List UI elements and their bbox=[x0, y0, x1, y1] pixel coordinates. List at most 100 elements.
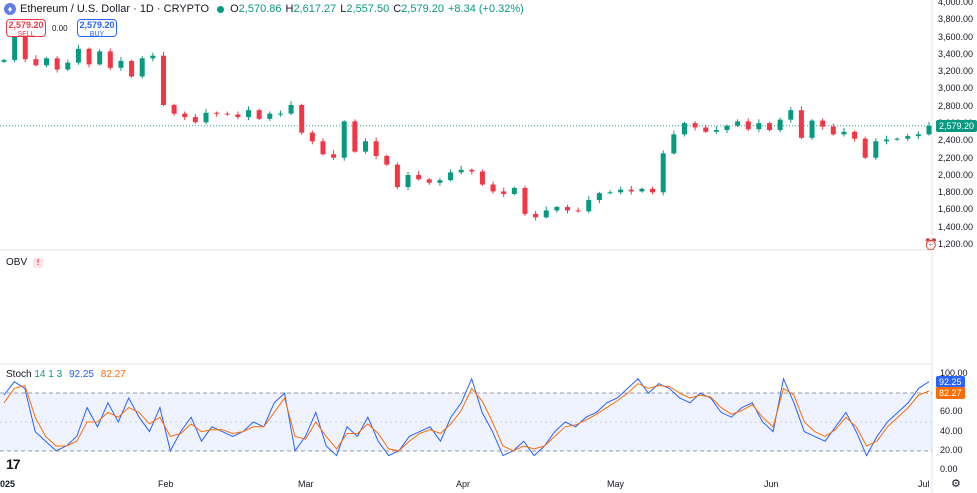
candle-body bbox=[852, 131, 858, 139]
candle-body bbox=[267, 113, 273, 119]
candle-body bbox=[139, 58, 145, 77]
candle-body bbox=[820, 120, 826, 127]
candle-body bbox=[639, 188, 645, 192]
candle-body bbox=[905, 136, 911, 139]
buy-price: 2,579.20 bbox=[79, 20, 115, 30]
candle-body bbox=[926, 125, 932, 135]
candle-body bbox=[299, 104, 305, 133]
price-axis-label: 4,000.00 bbox=[938, 0, 974, 7]
candle-body bbox=[331, 154, 337, 158]
candle-body bbox=[437, 180, 443, 183]
market-status-dot bbox=[217, 5, 225, 13]
candle-body bbox=[214, 112, 220, 114]
price-axis-label: 1,600.00 bbox=[938, 204, 974, 215]
time-axis-label: Feb bbox=[158, 479, 174, 489]
price-axis-label: 3,400.00 bbox=[938, 48, 974, 59]
candle-body bbox=[12, 35, 18, 61]
candle-body bbox=[33, 59, 39, 66]
candle-body bbox=[777, 119, 783, 131]
candle-body bbox=[309, 132, 315, 142]
stoch-axis-label: 100.00 bbox=[940, 368, 968, 378]
candle-body bbox=[224, 113, 230, 115]
candle-body bbox=[150, 55, 156, 59]
ohlc-close-value: 2,579.20 bbox=[401, 3, 444, 15]
ohlc-low-value: 2,557.50 bbox=[346, 3, 390, 15]
candle-body bbox=[384, 155, 390, 165]
tradingview-logo[interactable]: 17 bbox=[6, 456, 21, 472]
candle-body bbox=[426, 179, 432, 183]
buy-label: BUY bbox=[89, 31, 105, 38]
candle-body bbox=[554, 206, 560, 211]
price-axis-label: 2,400.00 bbox=[938, 135, 974, 146]
candle-body bbox=[160, 55, 166, 105]
stoch-axis-label: 60.00 bbox=[940, 406, 963, 417]
candle-body bbox=[235, 114, 241, 118]
ohlc-open-label: O bbox=[230, 3, 239, 15]
sell-button[interactable]: 2,579.20 SELL bbox=[6, 19, 46, 38]
candle-body bbox=[341, 121, 347, 158]
candle-body bbox=[575, 210, 581, 212]
sell-price: 2,579.20 bbox=[8, 20, 44, 30]
candle-body bbox=[65, 62, 71, 70]
candle-body bbox=[650, 188, 656, 193]
ohlc-high-label: H bbox=[285, 3, 294, 15]
candle-body bbox=[107, 51, 113, 68]
stoch-axis-label: 40.00 bbox=[940, 425, 963, 436]
symbol-header[interactable]: ♦ Ethereum / U.S. Dollar · 1D · CRYPTO O… bbox=[4, 3, 528, 15]
stoch-k-line bbox=[3, 377, 930, 457]
price-change: +8.34 (+0.32%) bbox=[448, 3, 524, 15]
time-axis-label: 025 bbox=[0, 479, 16, 489]
candle-body bbox=[894, 138, 900, 140]
candle-body bbox=[182, 113, 188, 118]
time-axis-label: May bbox=[607, 479, 625, 489]
candle-body bbox=[288, 104, 294, 114]
obv-legend[interactable]: OBV ! bbox=[6, 257, 44, 268]
stoch-label: Stoch bbox=[6, 369, 32, 380]
candle-body bbox=[681, 123, 687, 135]
candle-body bbox=[596, 193, 602, 201]
candle-body bbox=[713, 130, 719, 132]
candle-body bbox=[1, 60, 7, 62]
candle-body bbox=[522, 187, 528, 214]
stoch-legend[interactable]: Stoch 14 1 3 92.25 82.27 bbox=[6, 369, 126, 380]
price-axis-label: 3,200.00 bbox=[938, 66, 974, 77]
candle-body bbox=[767, 123, 773, 131]
candle-body bbox=[97, 51, 103, 65]
candle-body bbox=[607, 192, 613, 194]
candle-body bbox=[724, 125, 730, 131]
price-axis-label: 2,200.00 bbox=[938, 152, 974, 163]
candle-body bbox=[628, 189, 634, 192]
candle-body bbox=[171, 104, 177, 114]
ethereum-icon: ♦ bbox=[4, 3, 16, 15]
candle-body bbox=[277, 113, 283, 115]
stoch-axis-label: 20.00 bbox=[940, 444, 963, 455]
candle-body bbox=[660, 153, 666, 193]
alert-icon[interactable]: ⏰ bbox=[924, 239, 938, 251]
time-axis-label: Apr bbox=[456, 479, 471, 489]
candle-body bbox=[75, 48, 81, 63]
candle-body bbox=[841, 131, 847, 135]
warning-icon[interactable]: ! bbox=[33, 257, 44, 268]
candle-body bbox=[352, 121, 358, 152]
candle-body bbox=[448, 172, 454, 181]
candle-body bbox=[565, 206, 571, 211]
time-axis-label: Mar bbox=[298, 479, 314, 489]
candle-body bbox=[405, 174, 411, 188]
stoch-k-tag: 92.25 bbox=[936, 376, 965, 388]
stoch-d-value: 82.27 bbox=[100, 369, 126, 380]
candle-body bbox=[416, 174, 422, 180]
candle-body bbox=[873, 141, 879, 158]
candle-body bbox=[246, 110, 252, 118]
ohlc-close-label: C bbox=[393, 3, 402, 15]
buy-button[interactable]: 2,579.20 BUY bbox=[77, 19, 117, 38]
candle-body bbox=[394, 164, 400, 188]
price-axis-label: 3,000.00 bbox=[938, 83, 974, 94]
stoch-axis-label: 0.00 bbox=[940, 464, 958, 474]
candle-body bbox=[501, 191, 507, 195]
candle-body bbox=[469, 169, 475, 172]
candle-body bbox=[256, 110, 262, 119]
symbol-title[interactable]: Ethereum / U.S. Dollar · 1D · CRYPTO bbox=[20, 3, 210, 15]
gear-icon[interactable]: ⚙ bbox=[951, 478, 961, 490]
stoch-d-line bbox=[3, 383, 930, 452]
